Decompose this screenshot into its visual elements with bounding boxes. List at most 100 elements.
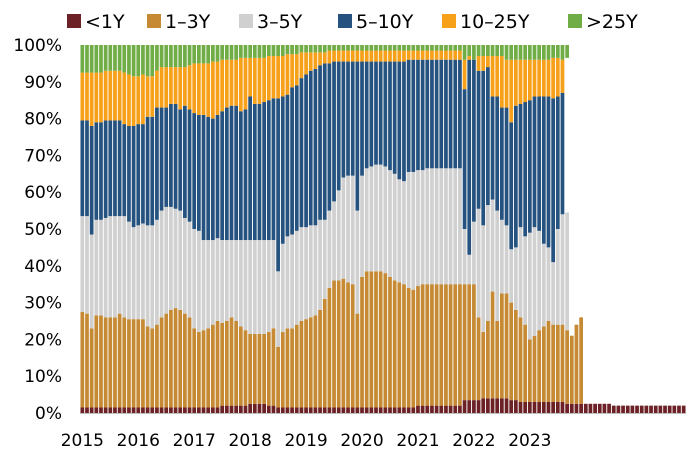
bar-11-segment-0: [131, 407, 136, 413]
bar-16-segment-5: [155, 45, 159, 71]
bar-53-segment-0: [327, 407, 332, 413]
bar-81-segment-0: [458, 405, 462, 413]
bar-95-segment-1: [523, 324, 528, 402]
bar-94-segment-2: [518, 227, 523, 318]
legend-label-2: 3–5Y: [257, 11, 303, 33]
bar-70-segment-0: [406, 407, 411, 413]
bar-45-segment-4: [290, 54, 294, 88]
bar-49-segment-1: [308, 317, 313, 408]
bar-5-segment-5: [103, 45, 108, 71]
bar-22-segment-3: [183, 105, 187, 218]
bar-99-segment-0: [541, 401, 546, 413]
bar-8-segment-5: [117, 45, 122, 71]
bar-87-segment-2: [486, 205, 490, 321]
bar-64-segment-2: [378, 164, 383, 272]
bar-103-segment-4: [560, 59, 565, 93]
bar-36-segment-0: [248, 403, 253, 413]
bar-120-segment-0: [639, 405, 644, 413]
bar-56-segment-4: [341, 50, 346, 62]
bar-72-segment-0: [416, 405, 420, 413]
bar-7-segment-2: [113, 216, 117, 318]
bar-63-segment-4: [374, 50, 378, 62]
bar-9-segment-5: [122, 45, 127, 73]
bar-43: [280, 45, 285, 413]
bar-23-segment-3: [187, 109, 192, 222]
bar-124: [658, 405, 663, 413]
bar-87-segment-0: [486, 398, 490, 413]
bar-21-segment-5: [178, 45, 183, 68]
bar-3-segment-0: [94, 407, 99, 413]
bar-38-segment-0: [257, 403, 262, 413]
bar-27-segment-4: [206, 63, 211, 117]
bar-30-segment-1: [220, 322, 225, 406]
bar-61-segment-0: [364, 407, 369, 413]
bar-50-segment-1: [313, 315, 318, 408]
bar-8-segment-4: [117, 70, 122, 121]
bar-100-segment-5: [546, 45, 551, 60]
x-axis: 2015 2016 2017 2018 2019 2020 2021 2022 2023: [61, 413, 686, 451]
bar-52-segment-0: [322, 407, 327, 413]
bar-51-segment-0: [318, 407, 322, 413]
bar-45-segment-1: [290, 328, 294, 408]
bar-7-segment-4: [113, 70, 117, 121]
bar-65-segment-5: [383, 45, 388, 51]
bar-10: [127, 45, 131, 413]
bar-63-segment-2: [374, 164, 378, 272]
bar-13: [141, 45, 145, 413]
bar-97-segment-3: [532, 96, 537, 228]
bar-26-segment-2: [201, 240, 206, 331]
bar-5: [103, 45, 108, 413]
x-tick-6: 2021: [396, 431, 439, 451]
bar-59-segment-2: [355, 210, 360, 314]
bar-57-segment-2: [346, 175, 350, 283]
bar-19: [169, 45, 173, 413]
y-tick-6: 60%: [24, 183, 62, 203]
bar-55-segment-4: [336, 50, 341, 62]
bar-51-segment-2: [318, 219, 322, 310]
bar-57-segment-5: [346, 45, 350, 51]
bar-28-segment-1: [210, 324, 215, 408]
bar-58-segment-3: [350, 61, 355, 176]
bar-65-segment-4: [383, 50, 388, 62]
bar-112: [602, 403, 607, 413]
bar-50: [313, 45, 318, 413]
bar-52-segment-5: [322, 45, 327, 53]
bar-10-segment-2: [127, 221, 131, 320]
bar-15-segment-3: [150, 116, 155, 226]
bar-99-segment-5: [541, 45, 546, 60]
bar-109: [588, 403, 593, 413]
bar-31-segment-4: [224, 59, 229, 108]
bar-44-segment-2: [285, 236, 290, 329]
bar-68-segment-5: [397, 45, 402, 51]
x-tick-3: 2018: [229, 431, 272, 451]
bar-39-segment-4: [262, 57, 266, 103]
bar-46-segment-2: [294, 230, 299, 325]
bar-91: [504, 45, 509, 413]
bar-78-segment-0: [444, 405, 448, 413]
bar-27-segment-2: [206, 240, 211, 329]
bar-38-segment-4: [257, 57, 262, 104]
bar-68-segment-3: [397, 61, 402, 180]
bar-21-segment-3: [178, 109, 183, 211]
bar-51-segment-3: [318, 65, 322, 220]
bar-13-segment-3: [141, 124, 145, 224]
bar-0: [80, 45, 85, 413]
bar-93-segment-2: [513, 247, 518, 310]
bar-98-segment-1: [537, 330, 542, 402]
bar-66-segment-2: [388, 170, 392, 277]
bar-100-segment-3: [546, 96, 551, 248]
bar-15-segment-4: [150, 76, 155, 117]
bar-80-segment-5: [453, 45, 458, 51]
bar-38-segment-2: [257, 240, 262, 334]
bar-89-segment-0: [495, 398, 500, 413]
bar-49: [308, 45, 313, 413]
bar-82-segment-5: [462, 45, 467, 60]
bar-115-segment-0: [616, 405, 621, 413]
bar-19-segment-3: [169, 103, 173, 207]
bar-89-segment-4: [495, 56, 500, 97]
bar-76-segment-1: [434, 284, 439, 406]
bar-84-segment-5: [472, 45, 476, 60]
bar-39-segment-0: [262, 403, 266, 413]
bar-89-segment-1: [495, 321, 500, 399]
